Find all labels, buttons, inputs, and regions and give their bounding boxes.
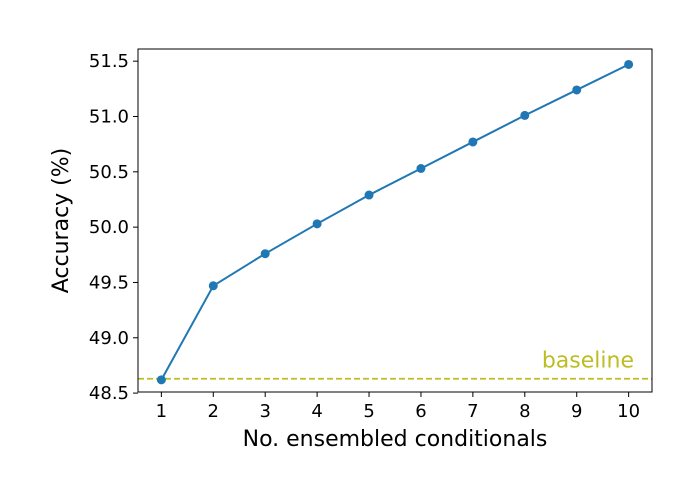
x-tick-label: 1: [156, 401, 167, 422]
data-point: [312, 219, 322, 229]
data-point: [624, 59, 634, 69]
y-tick-label: 49.0: [89, 328, 129, 349]
x-tick-label: 8: [519, 401, 530, 422]
series-points: [156, 59, 634, 385]
x-tick-label: 2: [208, 401, 219, 422]
x-axis-ticks: 1 2 3 4 5 6 7 8 9 10: [156, 392, 640, 422]
plot-area-frame: [137, 48, 653, 393]
x-tick-label: 6: [415, 401, 426, 422]
x-tick-label: 7: [467, 401, 478, 422]
data-point: [468, 137, 478, 147]
data-point: [520, 110, 530, 120]
x-tick-label: 3: [259, 401, 270, 422]
y-tick-label: 50.0: [89, 217, 129, 238]
y-tick-label: 51.5: [89, 51, 129, 72]
data-point: [260, 249, 270, 259]
x-tick-label: 10: [617, 401, 640, 422]
data-point: [572, 85, 582, 95]
x-tick-label: 5: [363, 401, 374, 422]
series-line: [160, 63, 630, 381]
data-point: [208, 281, 218, 291]
x-axis-label: No. ensembled conditionals: [243, 427, 548, 452]
y-tick-label: 49.5: [89, 272, 129, 293]
data-point: [364, 190, 374, 200]
y-tick-label: 48.5: [89, 383, 129, 404]
y-tick-label: 51.0: [89, 106, 129, 127]
y-axis-ticks: 48.5 49.0 49.5 50.0 50.5 51.0 51.5: [89, 51, 138, 404]
x-tick-label: 4: [311, 401, 322, 422]
y-tick-label: 50.5: [89, 162, 129, 183]
baseline-label: baseline: [542, 349, 634, 374]
data-point: [416, 163, 426, 173]
y-axis-label: Accuracy (%): [49, 148, 74, 294]
data-point: [156, 375, 166, 385]
x-tick-label: 9: [571, 401, 582, 422]
